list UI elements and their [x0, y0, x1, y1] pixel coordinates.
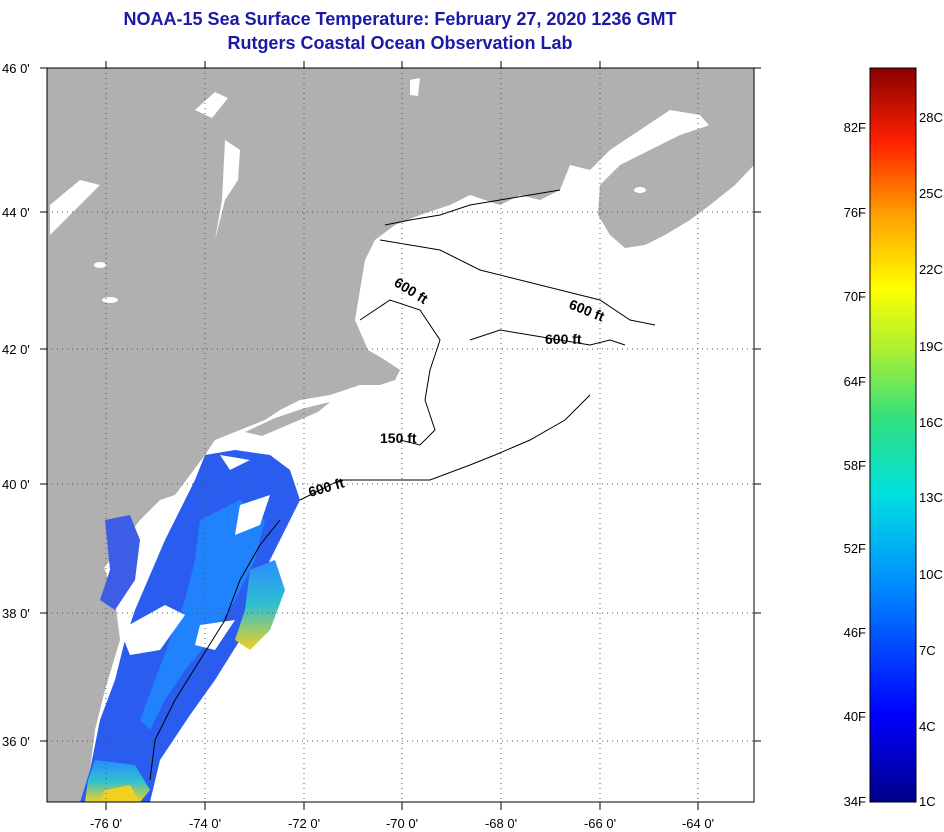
lon-label-76: -76 0' [90, 816, 122, 831]
lon-label-68: -68 0' [485, 816, 517, 831]
cb-label-1c: 1C [919, 794, 936, 809]
cb-label-70f: 70F [844, 289, 866, 304]
axis-ticks [40, 61, 761, 810]
cb-label-7c: 7C [919, 643, 936, 658]
sst-swath-bay [100, 515, 140, 610]
contour-coast-ne [384, 189, 561, 226]
map-subtitle: Rutgers Coastal Ocean Observation Lab [227, 33, 573, 53]
cb-label-19c: 19C [919, 339, 943, 354]
lat-label-36: 36 0' [2, 734, 30, 749]
contour-label-150: 150 ft [380, 430, 417, 446]
contour-label-600-georges: 600 ft [545, 331, 582, 347]
lon-label-64: -64 0' [682, 816, 714, 831]
lon-label-70: -70 0' [386, 816, 418, 831]
lat-label-44: 44 0' [2, 205, 30, 220]
cb-label-34f: 34F [844, 794, 866, 809]
lakes [50, 78, 646, 303]
cb-label-76f: 76F [844, 205, 866, 220]
sst-yellow [100, 785, 140, 802]
clouds [120, 455, 270, 655]
sst-warm-patch [235, 560, 285, 650]
cb-label-46f: 46F [844, 625, 866, 640]
lat-label-42: 42 0' [2, 342, 30, 357]
cb-label-40f: 40F [844, 709, 866, 724]
contour-600ft-georges [469, 329, 626, 346]
cb-label-13c: 13C [919, 490, 943, 505]
cb-label-82f: 82F [844, 120, 866, 135]
colorbar [869, 67, 917, 803]
contour-shelf-inner [149, 519, 281, 781]
colorbar-c-labels: 28C 25C 22C 19C 16C 13C 10C 7C 4C 1C [919, 110, 943, 809]
cb-label-58f: 58F [844, 458, 866, 473]
cb-label-25c: 25C [919, 186, 943, 201]
lon-label-74: -74 0' [189, 816, 221, 831]
lon-label-72: -72 0' [288, 816, 320, 831]
cb-label-52f: 52F [844, 541, 866, 556]
contour-150ft [359, 299, 441, 446]
land-southeast-coast [47, 545, 120, 802]
lon-label-66: -66 0' [584, 816, 616, 831]
sst-swath-mid [140, 500, 265, 730]
depth-contours [149, 189, 656, 781]
lat-label-38: 38 0' [2, 606, 30, 621]
land-mainland [47, 68, 754, 760]
map-frame [46, 67, 755, 803]
land-long-island [245, 402, 330, 436]
cb-label-16c: 16C [919, 415, 943, 430]
cb-label-64f: 64F [844, 374, 866, 389]
colorbar-f-labels: 82F 76F 70F 64F 58F 52F 46F 40F 34F [844, 120, 866, 809]
contour-600ft-gulf [379, 239, 656, 326]
cb-label-28c: 28C [919, 110, 943, 125]
cb-label-22c: 22C [919, 262, 943, 277]
map-title: NOAA-15 Sea Surface Temperature: Februar… [123, 9, 677, 29]
lat-label-46: 46 0' [2, 61, 30, 76]
cb-label-10c: 10C [919, 567, 943, 582]
lat-label-40: 40 0' [2, 477, 30, 492]
land-nova-scotia [598, 120, 754, 248]
cb-label-4c: 4C [919, 719, 936, 734]
contour-600ft-shelf [299, 394, 591, 501]
